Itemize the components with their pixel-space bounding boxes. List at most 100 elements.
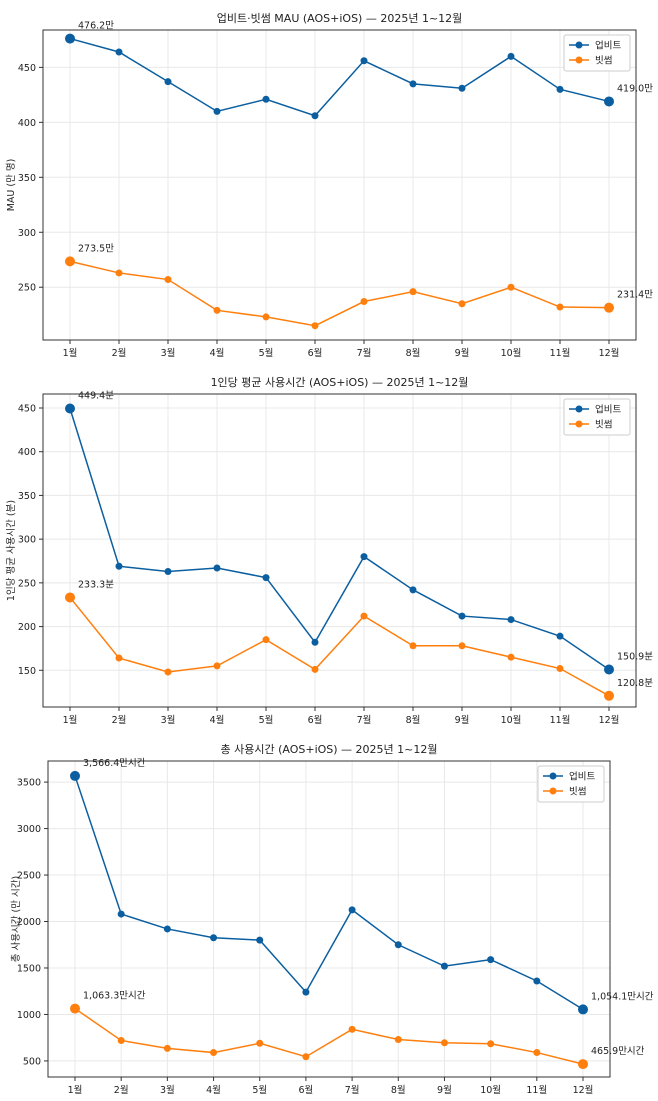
x-tick-label: 2월: [112, 714, 127, 726]
plot-frame: [42, 29, 637, 341]
x-tick-label: 3월: [161, 347, 176, 359]
data-point: [409, 586, 417, 594]
chart-title: 업비트·빗썸 MAU (AOS+iOS) — 2025년 1~12월: [217, 12, 463, 25]
legend-marker: [549, 787, 557, 795]
data-point: [65, 403, 75, 414]
data-label: 419.0만: [617, 83, 653, 94]
data-point: [213, 306, 221, 314]
legend-label: 업비트: [569, 771, 595, 783]
y-axis-label: 총 사용시간 (만 시간): [11, 876, 22, 962]
x-tick-label: 7월: [357, 347, 372, 359]
data-point: [163, 925, 171, 933]
x-tick-label: 12월: [573, 1084, 594, 1096]
data-point: [458, 612, 466, 620]
data-point: [164, 276, 172, 284]
series-line: [69, 260, 610, 327]
y-tick-label: 1500: [17, 963, 41, 974]
x-tick-label: 6월: [308, 714, 323, 726]
data-point: [394, 941, 402, 949]
x-tick-label: 7월: [345, 1084, 360, 1096]
series-line: [74, 775, 584, 1011]
data-point: [256, 936, 264, 944]
data-point: [70, 770, 80, 781]
data-point: [458, 84, 466, 92]
plot-frame: [42, 393, 637, 708]
y-tick-label: 200: [18, 622, 36, 633]
data-point: [440, 1039, 448, 1047]
data-label: 1,054.1만시간: [591, 991, 654, 1002]
x-tick-label: 4월: [210, 347, 225, 359]
legend-marker: [575, 405, 583, 413]
x-tick-label: 6월: [308, 347, 323, 359]
data-point: [311, 638, 319, 646]
y-tick-label: 450: [18, 63, 36, 74]
data-point: [507, 616, 515, 624]
data-point: [115, 654, 123, 662]
x-tick-label: 12월: [599, 347, 620, 359]
data-point: [360, 57, 368, 65]
x-tick-label: 4월: [210, 714, 225, 726]
data-label: 120.8분: [617, 678, 653, 689]
chart-title: 1인당 평균 사용시간 (AOS+iOS) — 2025년 1~12월: [211, 376, 469, 389]
data-point: [65, 256, 75, 267]
y-tick-label: 2000: [17, 917, 41, 928]
x-tick-label: 5월: [259, 714, 274, 726]
data-point: [117, 1036, 125, 1044]
data-point: [213, 662, 221, 670]
x-tick-label: 1월: [63, 347, 78, 359]
y-tick-label: 300: [18, 228, 36, 239]
data-point: [164, 567, 172, 575]
data-point: [556, 632, 564, 640]
y-tick-label: 400: [18, 447, 36, 458]
data-point: [578, 1004, 588, 1015]
y-tick-label: 250: [18, 578, 36, 589]
data-point: [311, 112, 319, 120]
x-tick-label: 11월: [550, 347, 571, 359]
data-point: [311, 322, 319, 330]
data-point: [507, 283, 515, 291]
x-tick-label: 8월: [391, 1084, 406, 1096]
x-tick-label: 1월: [63, 714, 78, 726]
data-point: [262, 636, 270, 644]
x-tick-label: 12월: [599, 714, 620, 726]
data-point: [409, 642, 417, 650]
plot-frame: [47, 760, 611, 1078]
legend-marker: [575, 420, 583, 428]
data-point: [604, 690, 614, 701]
data-point: [409, 288, 417, 296]
data-label: 476.2만: [78, 21, 114, 32]
y-tick-label: 250: [18, 283, 36, 294]
x-tick-label: 5월: [259, 347, 274, 359]
data-point: [256, 1039, 264, 1047]
series-upbit: 476.2만 419.0만: [65, 21, 653, 120]
data-point: [213, 107, 221, 115]
y-tick-label: 300: [18, 535, 36, 546]
x-tick-label: 7월: [357, 714, 372, 726]
x-tick-label: 6월: [299, 1084, 314, 1096]
data-point: [262, 313, 270, 321]
x-tick-label: 2월: [112, 347, 127, 359]
data-point: [210, 934, 218, 942]
data-point: [604, 664, 614, 675]
data-point: [556, 665, 564, 673]
y-axis-label: MAU (만 명): [6, 159, 17, 212]
data-point: [115, 269, 123, 277]
series-line: [69, 37, 610, 117]
data-point: [348, 1025, 356, 1033]
x-tick-label: 9월: [455, 347, 470, 359]
x-tick-label: 10월: [501, 714, 522, 726]
x-tick-label: 1월: [68, 1084, 83, 1096]
x-tick-label: 9월: [455, 714, 470, 726]
data-point: [409, 80, 417, 88]
y-tick-label: 1000: [17, 1010, 41, 1021]
data-point: [578, 1059, 588, 1070]
x-tick-label: 11월: [550, 714, 571, 726]
data-point: [604, 96, 614, 107]
y-tick-label: 150: [18, 666, 36, 677]
chart-1: 업비트·빗썸 MAU (AOS+iOS) — 2025년 1~12월 1월 2월 3월…: [6, 12, 653, 359]
legend-marker: [575, 41, 583, 49]
legend-marker: [549, 772, 557, 780]
